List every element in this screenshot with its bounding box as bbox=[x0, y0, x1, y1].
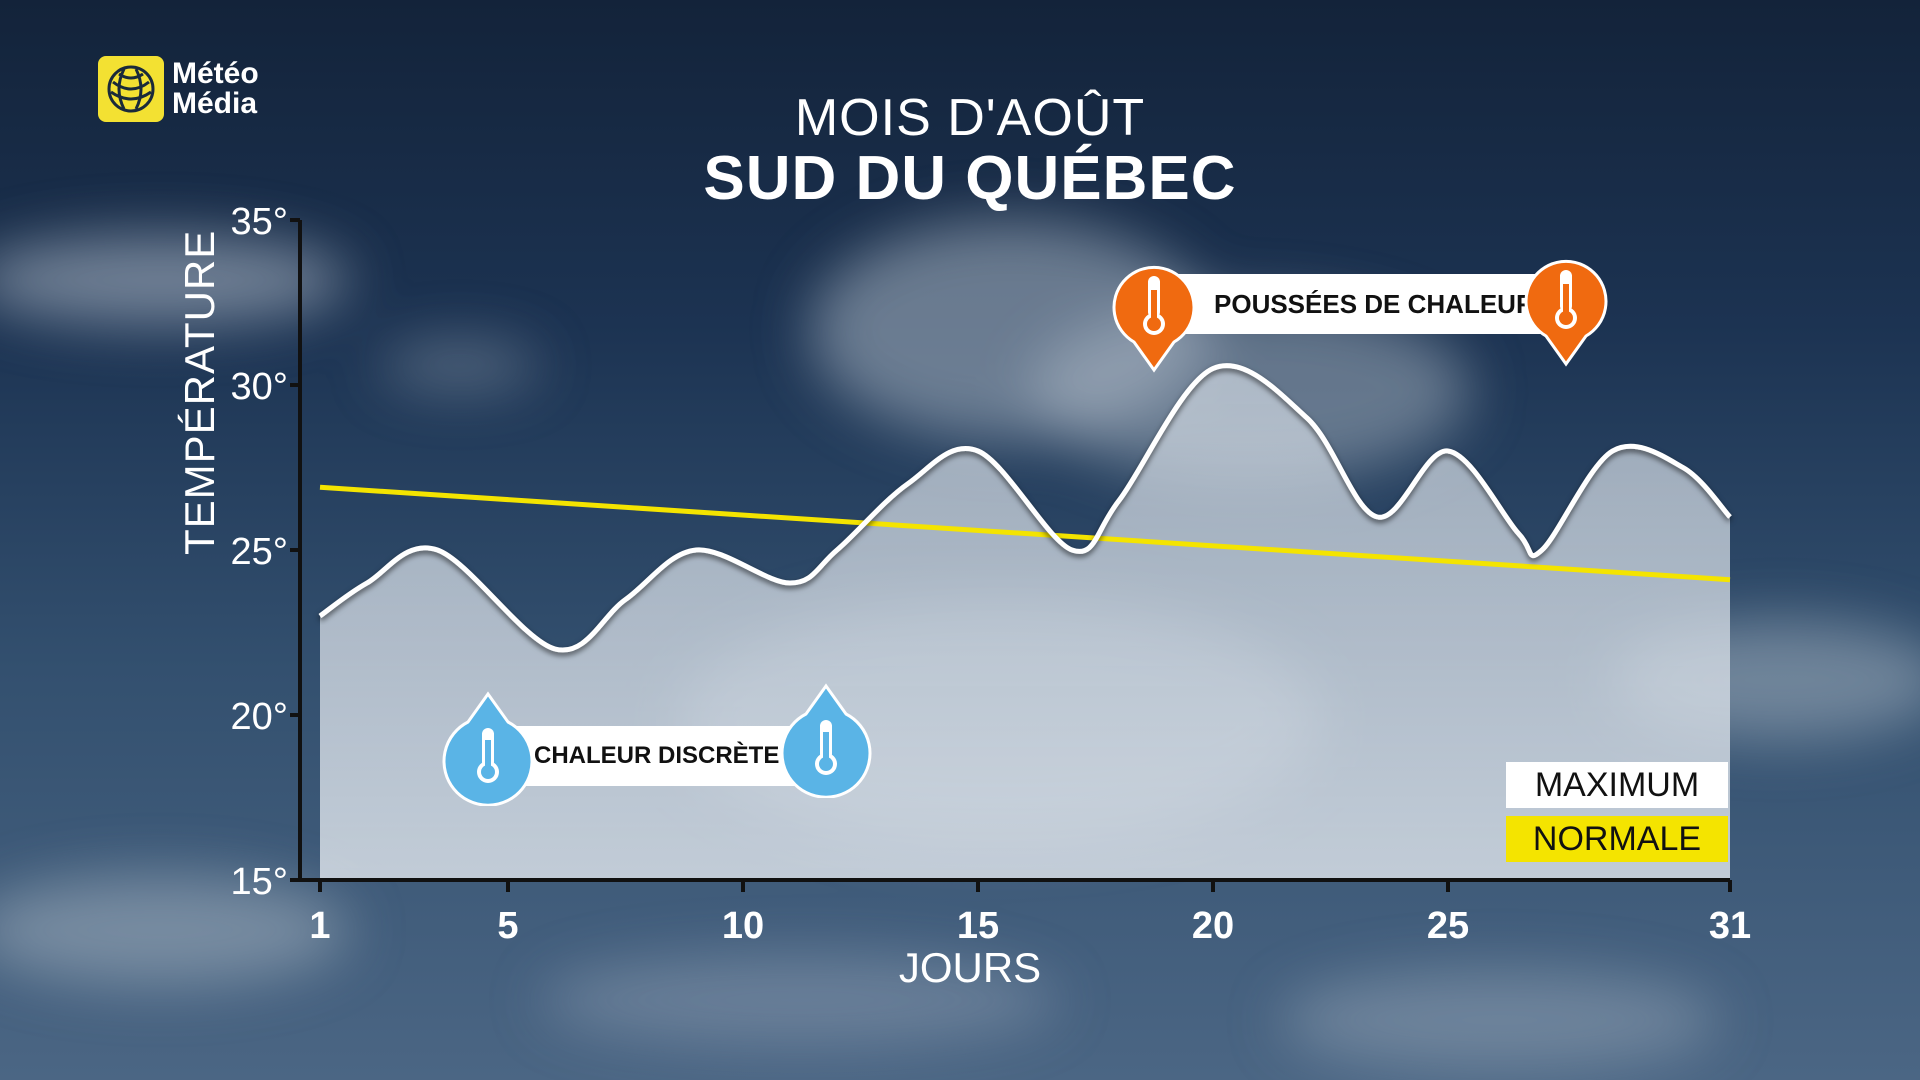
x-tick-label: 1 bbox=[309, 905, 330, 947]
y-tick-label: 35° bbox=[231, 201, 288, 243]
thermometer-cool-icon bbox=[442, 691, 534, 806]
x-tick-label: 15 bbox=[957, 905, 999, 947]
brand-line-2: Média bbox=[172, 87, 258, 120]
legend-maximum: MAXIMUM bbox=[1506, 762, 1728, 808]
meteomedia-logo: Météo Média bbox=[98, 56, 259, 122]
chart-title: MOIS D'AOÛT bbox=[794, 89, 1146, 147]
x-tick-label: 10 bbox=[722, 905, 764, 947]
y-tick-label: 20° bbox=[231, 696, 288, 738]
x-tick-label: 5 bbox=[497, 905, 518, 947]
x-tick-label: 25 bbox=[1427, 905, 1469, 947]
y-axis-label: TEMPÉRATURE bbox=[176, 229, 223, 555]
x-axis-label: JOURS bbox=[898, 944, 1042, 991]
x-tick-label: 20 bbox=[1192, 905, 1234, 947]
series-normale-line bbox=[319, 484, 1731, 583]
x-tick-label: 31 bbox=[1709, 905, 1751, 947]
thermometer-hot-icon bbox=[1524, 259, 1608, 367]
thermometer-cool-icon bbox=[780, 683, 872, 798]
globe-icon bbox=[98, 56, 164, 122]
thermometer-hot-icon bbox=[1112, 265, 1196, 373]
y-tick-label: 15° bbox=[231, 861, 288, 903]
legend-normale: NORMALE bbox=[1506, 816, 1728, 862]
heat-surge-callout: POUSSÉES DE CHALEUR bbox=[1140, 274, 1560, 334]
chart-subtitle: SUD DU QUÉBEC bbox=[703, 144, 1237, 213]
y-tick-label: 30° bbox=[231, 366, 288, 408]
series-maximum-line bbox=[318, 363, 1732, 653]
chart-legend: MAXIMUM NORMALE bbox=[1506, 762, 1728, 870]
brand-line-1: Météo bbox=[172, 57, 259, 90]
y-tick-label: 25° bbox=[231, 531, 288, 573]
